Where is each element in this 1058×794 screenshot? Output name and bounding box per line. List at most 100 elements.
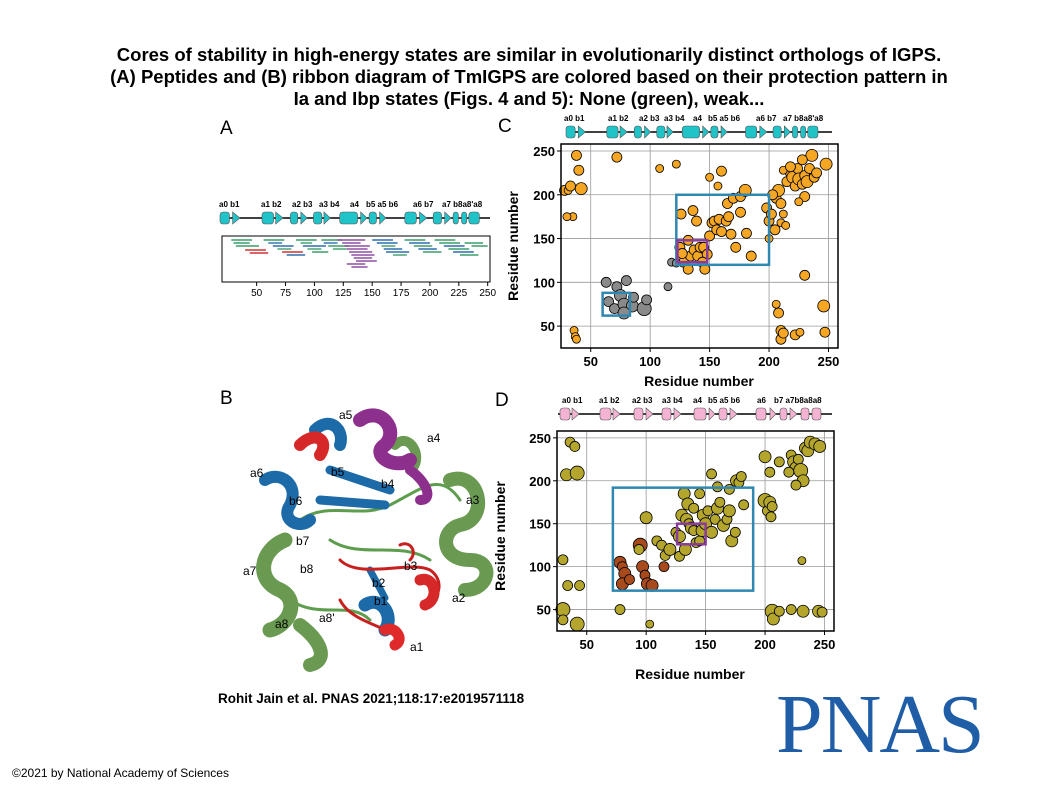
data-point (745, 250, 757, 262)
ss-strand (323, 211, 331, 225)
ribbon-label-a1: a1 (410, 640, 424, 654)
data-point (722, 504, 736, 518)
y-tick-label: 150 (533, 232, 555, 247)
ss-helix (261, 211, 274, 225)
panel-a-tick-label: 100 (306, 288, 323, 299)
ss-helix (755, 407, 767, 421)
panel-c-points (559, 148, 833, 345)
ss-helix (559, 407, 571, 421)
ss-strand (645, 407, 654, 421)
data-point (730, 241, 742, 253)
panel-c-y-label: Residue number (505, 191, 521, 301)
region-box (675, 193, 771, 267)
data-point (785, 604, 797, 615)
ribbon-label-a2: a2 (452, 591, 466, 605)
data-point (794, 197, 804, 207)
data-point (738, 184, 752, 197)
ribbon-label-a5: a5 (339, 408, 353, 422)
pnas-logo: PNAS (776, 678, 985, 771)
x-tick-label: 50 (579, 637, 593, 652)
panel-d-secondary-structure: a0 b1 a1 b2 a2 b3 a3 b4 a4 b5 a5 b6 a6 b… (558, 396, 832, 421)
panel-a-peptides (231, 239, 488, 268)
x-tick-label: 50 (583, 354, 597, 369)
region-box (601, 291, 632, 317)
ribbon-label-a7: a7 (243, 564, 257, 578)
data-point (633, 544, 645, 555)
x-tick-label: 100 (639, 354, 661, 369)
data-point (704, 230, 716, 242)
data-point (688, 502, 700, 514)
ss-helix (800, 407, 810, 421)
data-point (655, 164, 665, 173)
x-tick-label: 150 (699, 354, 721, 369)
ribbon-label-a4: a4 (427, 431, 441, 445)
data-point (645, 619, 655, 629)
ribbon-label-b3: b3 (404, 559, 418, 573)
data-point (777, 327, 789, 339)
data-point (671, 159, 681, 169)
ss-strand (729, 407, 738, 421)
data-point (694, 488, 706, 500)
data-point (641, 294, 652, 306)
panel-d-ss-label-8: b7 a7b8a8a8 (774, 396, 822, 405)
data-point (572, 334, 581, 344)
data-point (783, 466, 795, 478)
y-tick-label: 250 (529, 431, 551, 446)
data-point (816, 606, 828, 618)
x-tick-label: 100 (635, 637, 657, 652)
panel-d-ss-label-4: a3 b4 (662, 396, 683, 405)
panel-d-ss-label-2: a1 b2 (599, 396, 620, 405)
data-point (557, 554, 569, 566)
data-point (771, 299, 781, 309)
ss-helix (461, 211, 468, 225)
panel-c-ss-label-2: a1 b2 (608, 114, 629, 123)
ss-helix (772, 125, 782, 139)
data-point (735, 206, 746, 218)
citation: Rohit Jain et al. PNAS 2021;118:17:e2019… (218, 691, 525, 706)
ss-helix (339, 211, 358, 225)
panel-c-ss-shapes (565, 125, 819, 139)
ss-helix (634, 125, 642, 139)
ss-helix (800, 125, 806, 139)
panel-label-b: B (220, 388, 233, 409)
ss-strand (419, 211, 428, 225)
data-point (796, 604, 810, 618)
ribbon-label-b7: b7 (296, 534, 310, 548)
ribbon-label-b1: b1 (374, 594, 388, 608)
data-point (574, 182, 588, 196)
data-point (766, 612, 780, 626)
panel-a-x-axis: 50 75 100 125 150 175 200 225 250 (251, 282, 496, 299)
data-point (775, 198, 787, 209)
data-point (735, 471, 747, 482)
ss-strand (577, 125, 586, 139)
data-point (571, 149, 582, 161)
ribbon-label-b5: b5 (331, 465, 345, 479)
panel-a-tick-label: 250 (479, 288, 496, 299)
ss-strand (360, 211, 368, 225)
data-point (663, 543, 677, 556)
ribbon-label-b2: b2 (372, 576, 386, 590)
panel-c-boxes (601, 193, 771, 317)
data-point (799, 191, 811, 202)
ribbon-label-b8: b8 (300, 562, 314, 576)
data-point (725, 228, 737, 240)
ss-strand (666, 125, 674, 139)
data-point (781, 221, 791, 230)
data-point (614, 604, 626, 615)
data-point (691, 215, 702, 227)
data-point (764, 466, 776, 478)
data-point (600, 276, 612, 288)
panel-c-ss-label-6: b5 a5 b6 (708, 114, 741, 123)
ss-strand (759, 125, 768, 139)
figure-title: Cores of stability in high-energy states… (20, 44, 1038, 110)
x-tick-label: 150 (695, 637, 717, 652)
data-point (785, 161, 796, 173)
ribbon-label-a8-prime: a8' (319, 611, 335, 625)
ss-helix (633, 407, 644, 421)
y-tick-label: 100 (533, 275, 555, 290)
x-tick-label: 200 (758, 354, 780, 369)
panel-a-tick-label: 125 (335, 288, 352, 299)
panel-a-tick-label: 150 (364, 288, 381, 299)
panel-label-a: A (220, 118, 233, 139)
ss-strand (571, 407, 580, 421)
